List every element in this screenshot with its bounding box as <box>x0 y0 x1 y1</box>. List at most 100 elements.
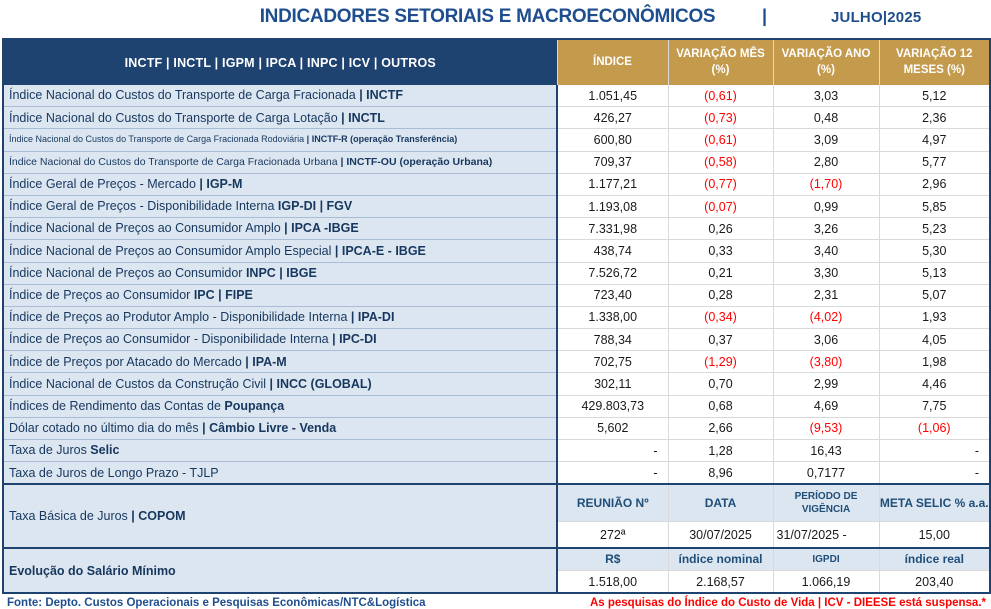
row-label-text: Índice Nacional do Custos do Transporte … <box>9 134 307 145</box>
indice-value: 5,602 <box>556 417 668 441</box>
row-label: Índice Nacional de Preços ao Consumidor … <box>3 239 558 263</box>
variacao-mes-value: (0,61) <box>667 85 773 108</box>
variacao-ano-value: 0,7177 <box>772 461 879 485</box>
variacao-12m-value: 2,96 <box>878 173 990 196</box>
variacao-ano-value: (3,80) <box>772 350 879 374</box>
copom-label-text: Taxa Básica de Juros <box>9 509 132 524</box>
variacao-12m-value: 5,23 <box>878 217 990 241</box>
row-label: Dólar cotado no último dia do mês | Câmb… <box>3 417 558 441</box>
row-label-acronym: | IPCA-E - IBGE <box>334 243 426 258</box>
variacao-12m-value: 1,93 <box>878 306 990 330</box>
indicators-table: INCTF | INCTL | IGPM | IPCA | INPC | ICV… <box>2 38 991 595</box>
indice-value: 1.051,45 <box>556 85 668 108</box>
row-label: Taxa de Juros de Longo Prazo - TJLP <box>3 461 558 485</box>
variacao-12m-value: 5,30 <box>878 239 990 263</box>
row-label-acronym: | INCTF-OU (operação Urbana) <box>340 155 493 168</box>
row-label-text: Índices de Rendimento das Contas de <box>9 398 225 413</box>
variacao-mes-value: 0,26 <box>667 217 773 241</box>
row-label-text: Taxa de Juros de Longo Prazo - TJLP <box>9 465 219 480</box>
row-label-text: Índice Geral de Preços - Mercado <box>9 177 200 192</box>
variacao-ano-value: 2,99 <box>772 372 879 396</box>
variacao-ano-value: 0,48 <box>772 106 879 130</box>
salario-rs-value: 1.518,00 <box>556 570 668 594</box>
indice-value: 1.193,08 <box>556 195 668 219</box>
table-row: Taxa de Juros Selic - 1,28 16,43 - <box>3 439 990 463</box>
column-header-variacao-ano: VARIAÇÃO ANO (%) <box>772 39 879 85</box>
copom-data-value: 30/07/2025 <box>667 521 773 549</box>
copom-section-label: Taxa Básica de Juros | COPOM <box>3 483 558 549</box>
variacao-mes-value: (0,07) <box>667 195 773 219</box>
indice-value: 1.338,00 <box>556 306 668 330</box>
table-row: Índice Geral de Preços - Mercado | IGP-M… <box>3 173 990 196</box>
variacao-ano-value: 2,80 <box>772 151 879 174</box>
row-label-text: Índice Nacional do Custos do Transporte … <box>9 110 342 125</box>
indice-value: 702,75 <box>556 350 668 374</box>
indice-value: 709,37 <box>556 151 668 174</box>
icv-suspension-note: As pesquisas do Índice do Custo de Vida … <box>589 597 986 609</box>
table-row: Índice Nacional de Preços ao Consumidor … <box>3 217 990 241</box>
row-label-acronym: | IPC-DI <box>332 332 377 347</box>
row-label: Índice de Preços por Atacado do Mercado … <box>3 350 558 374</box>
variacao-mes-value: (0,34) <box>667 306 773 330</box>
variacao-12m-value: 5,12 <box>878 85 990 108</box>
variacao-12m-value: 5,07 <box>878 284 990 307</box>
variacao-ano-value: 3,26 <box>772 217 879 241</box>
report-period: JULHO|2025 <box>831 9 922 26</box>
copom-header-meta-selic: META SELIC % a.a. <box>878 483 990 523</box>
indice-value: - <box>556 439 668 463</box>
variacao-mes-value: 0,68 <box>667 395 773 418</box>
row-label: Índice Nacional de Preços ao Consumidor … <box>3 262 558 285</box>
variacao-mes-value: 0,37 <box>667 328 773 352</box>
copom-label-bold: | COPOM <box>131 509 186 524</box>
table-row: Índices de Rendimento das Contas de Poup… <box>3 395 990 418</box>
row-label-text: Índice Geral de Preços - Disponibilidade… <box>9 199 278 214</box>
row-label-acronym: | IPCA -IBGE <box>284 221 359 236</box>
copom-reuniao-value: 272ª <box>556 521 668 549</box>
row-label-acronym: | IGP-M <box>199 177 243 192</box>
variacao-ano-value: (9,53) <box>772 417 879 441</box>
row-label-text: Índice de Preços ao Consumidor <box>9 288 194 303</box>
row-label-text: Índice Nacional de Custos da Construção … <box>9 376 270 391</box>
row-label-text: Índice de Preços ao Produtor Amplo - Dis… <box>9 310 351 325</box>
variacao-mes-value: (0,58) <box>667 151 773 174</box>
row-label-acronym: IPC | FIPE <box>193 288 253 303</box>
table-row: Índice Nacional do Custos do Transporte … <box>3 128 990 152</box>
column-header-variacao-12m: VARIAÇÃO 12 MESES (%) <box>878 39 990 85</box>
row-label: Índice Geral de Preços - Mercado | IGP-M <box>3 173 558 196</box>
variacao-12m-value: 5,13 <box>878 262 990 285</box>
salario-igpdi-value: 1.066,19 <box>772 570 879 594</box>
copom-header-reuniao: REUNIÃO Nº <box>556 483 668 523</box>
row-label-text: Taxa de Juros <box>9 443 91 458</box>
salario-header-igpdi: IGPDI <box>772 547 879 572</box>
table-row: Índice Nacional do Custos do Transporte … <box>3 85 990 108</box>
variacao-12m-value: 2,36 <box>878 106 990 130</box>
indice-value: 426,27 <box>556 106 668 130</box>
row-label-text: Índice de Preços por Atacado do Mercado <box>9 354 246 369</box>
variacao-12m-value: - <box>878 461 990 485</box>
variacao-12m-value: 4,46 <box>878 372 990 396</box>
variacao-ano-value: 3,40 <box>772 239 879 263</box>
table-row: Índice de Preços ao Produtor Amplo - Dis… <box>3 306 990 330</box>
variacao-ano-value: 4,69 <box>772 395 879 418</box>
row-label: Índice Geral de Preços - Disponibilidade… <box>3 195 558 219</box>
table-row: Índice Nacional de Preços ao Consumidor … <box>3 239 990 263</box>
salario-section-label: Evolução do Salário Mínimo <box>3 547 558 594</box>
variacao-ano-value: 0,99 <box>772 195 879 219</box>
row-label-text: Índice Nacional do Custos do Transporte … <box>9 88 360 103</box>
variacao-ano-value: 3,09 <box>772 128 879 152</box>
column-header-indice: ÍNDICE <box>556 39 668 85</box>
variacao-mes-value: 0,21 <box>667 262 773 285</box>
variacao-12m-value: 5,77 <box>878 151 990 174</box>
salario-indice-nominal-value: 2.168,57 <box>667 570 773 594</box>
variacao-ano-value: 3,30 <box>772 262 879 285</box>
row-label-acronym: Selic <box>90 443 120 458</box>
indice-value: 429.803,73 <box>556 395 668 418</box>
salario-header-indice-nominal: índice nominal <box>667 547 773 572</box>
variacao-mes-value: 0,28 <box>667 284 773 307</box>
table-row: Índice Nacional de Custos da Construção … <box>3 372 990 396</box>
indice-value: 788,34 <box>556 328 668 352</box>
column-header-variacao-mes: VARIAÇÃO MÊS (%) <box>667 39 773 85</box>
variacao-ano-value: (4,02) <box>772 306 879 330</box>
copom-header-periodo-vigencia: PERÍODO DE VIGÊNCIA <box>772 483 879 523</box>
table-row: Índice de Preços por Atacado do Mercado … <box>3 350 990 374</box>
